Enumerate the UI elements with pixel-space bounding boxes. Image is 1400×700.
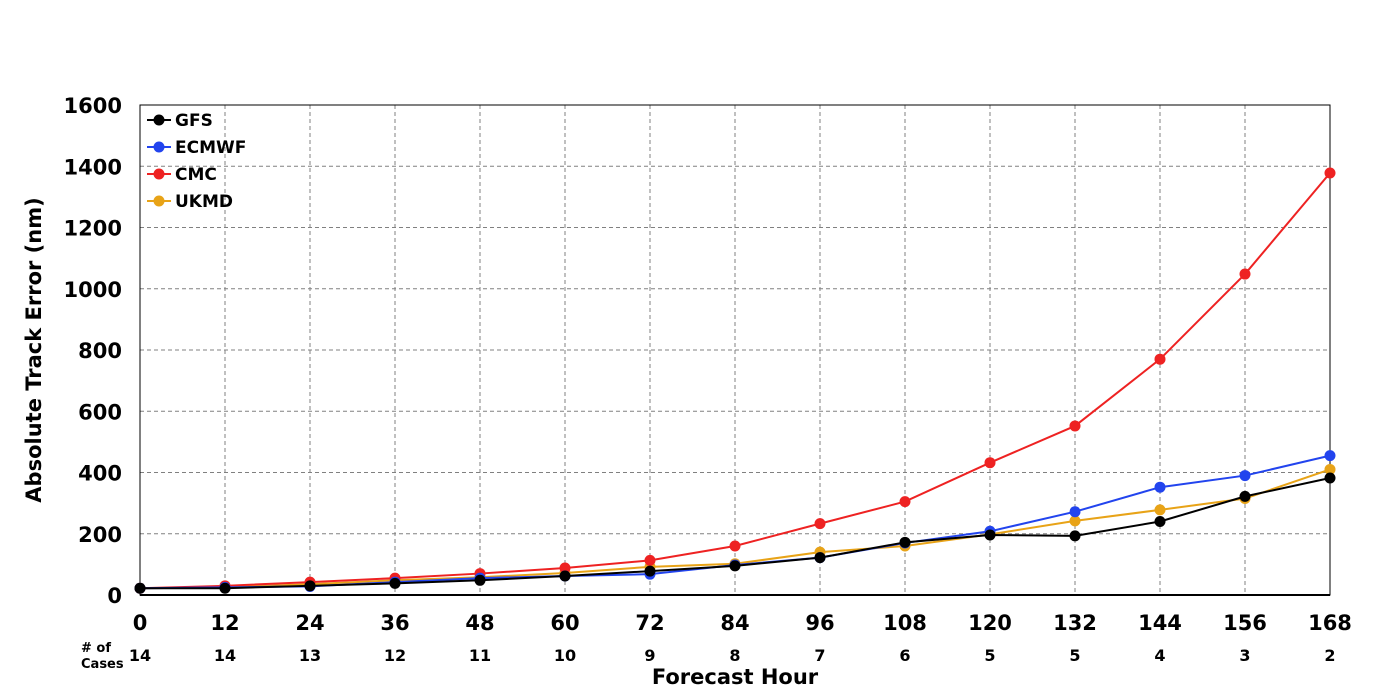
grid-lines bbox=[140, 105, 1330, 595]
case-count: 13 bbox=[299, 646, 321, 665]
data-point-cmc bbox=[1239, 268, 1251, 280]
legend-label: ECMWF bbox=[175, 138, 246, 158]
data-point-cmc bbox=[559, 562, 571, 574]
data-point-gfs bbox=[1154, 516, 1166, 527]
y-tick-label: 600 bbox=[78, 400, 122, 424]
data-point-gfs bbox=[389, 577, 401, 589]
x-tick-label: 0 bbox=[133, 611, 148, 635]
data-point-gfs bbox=[899, 536, 911, 548]
data-point-gfs bbox=[1069, 530, 1081, 542]
x-tick-label: 12 bbox=[210, 611, 239, 635]
data-point-ukmd bbox=[1324, 463, 1336, 475]
data-point-gfs bbox=[984, 529, 996, 541]
data-point-cmc bbox=[644, 554, 656, 566]
data-point-gfs bbox=[474, 574, 486, 586]
case-count: 14 bbox=[214, 646, 236, 665]
legend-swatch-marker bbox=[153, 195, 165, 207]
x-tick-label: 132 bbox=[1053, 611, 1097, 635]
legend-label: CMC bbox=[175, 165, 217, 185]
x-tick-label: 24 bbox=[295, 611, 324, 635]
legend-swatch-marker bbox=[153, 168, 165, 180]
y-tick-label: 1200 bbox=[64, 217, 122, 241]
case-count: 9 bbox=[644, 646, 655, 665]
legend-swatch-marker bbox=[153, 114, 165, 126]
y-tick-label: 1400 bbox=[64, 155, 122, 179]
data-point-ecmwf bbox=[1324, 450, 1336, 462]
legend-item-ukmd: UKMD bbox=[147, 192, 233, 212]
data-point-gfs bbox=[814, 552, 826, 564]
x-tick-label: 84 bbox=[720, 611, 749, 635]
case-count: 10 bbox=[554, 646, 576, 665]
data-point-gfs bbox=[559, 570, 571, 582]
case-count: 7 bbox=[814, 646, 825, 665]
data-point-cmc bbox=[1324, 167, 1336, 179]
case-count: 12 bbox=[384, 646, 406, 665]
data-point-gfs bbox=[644, 565, 656, 577]
data-point-ecmwf bbox=[1239, 470, 1251, 482]
data-point-ecmwf bbox=[1069, 506, 1081, 518]
x-tick-labels: 0 12 24 36 48 60 72 84 96 108 120 132 144 156 168 bbox=[133, 611, 1352, 635]
legend-item-ecmwf: ECMWF bbox=[147, 138, 246, 158]
legend-swatch-marker bbox=[153, 141, 165, 153]
legend-label: UKMD bbox=[175, 192, 233, 212]
y-tick-label: 0 bbox=[107, 584, 122, 608]
case-count: 8 bbox=[729, 646, 740, 665]
y-tick-labels: 0 200 400 600 800 1000 1200 1400 1600 bbox=[64, 94, 122, 608]
cases-label-line2: Cases bbox=[81, 657, 124, 672]
x-tick-label: 36 bbox=[380, 611, 409, 635]
y-tick-label: 800 bbox=[78, 339, 122, 363]
data-point-gfs bbox=[134, 582, 146, 594]
legend-item-gfs: GFS bbox=[147, 111, 213, 131]
case-count: 5 bbox=[1069, 646, 1080, 665]
y-tick-label: 200 bbox=[78, 523, 122, 547]
case-count: 11 bbox=[469, 646, 491, 665]
data-point-cmc bbox=[1154, 353, 1166, 365]
data-point-gfs bbox=[304, 580, 316, 592]
legend-label: GFS bbox=[175, 111, 213, 131]
x-tick-label: 156 bbox=[1223, 611, 1267, 635]
data-point-ukmd bbox=[1154, 504, 1166, 516]
legend-item-cmc: CMC bbox=[147, 165, 217, 185]
legend: GFS ECMWF CMC UKMD bbox=[147, 111, 246, 212]
x-tick-label: 96 bbox=[805, 611, 834, 635]
data-point-gfs bbox=[729, 560, 741, 572]
x-tick-label: 168 bbox=[1308, 611, 1352, 635]
x-tick-label: 60 bbox=[550, 611, 579, 635]
case-count: 3 bbox=[1239, 646, 1250, 665]
x-tick-label: 120 bbox=[968, 611, 1012, 635]
data-point-cmc bbox=[899, 496, 911, 508]
case-count: 5 bbox=[984, 646, 995, 665]
data-point-cmc bbox=[814, 518, 826, 530]
data-point-ukmd bbox=[1069, 515, 1081, 527]
case-count: 2 bbox=[1324, 646, 1335, 665]
x-tick-label: 108 bbox=[883, 611, 927, 635]
y-axis-title: Absolute Track Error (nm) bbox=[22, 197, 46, 502]
data-point-cmc bbox=[1069, 420, 1081, 432]
series-gfs bbox=[134, 472, 1336, 594]
data-point-gfs bbox=[219, 582, 231, 594]
y-tick-label: 1000 bbox=[64, 278, 122, 302]
series-layer bbox=[134, 167, 1336, 594]
y-tick-label: 400 bbox=[78, 462, 122, 486]
cases-label-line1: # of bbox=[81, 641, 111, 656]
data-point-cmc bbox=[984, 457, 996, 469]
y-tick-label: 1600 bbox=[64, 94, 122, 118]
case-count: 14 bbox=[129, 646, 151, 665]
x-axis-title: Forecast Hour bbox=[652, 665, 819, 689]
data-point-ecmwf bbox=[1154, 481, 1166, 493]
x-tick-label: 48 bbox=[465, 611, 494, 635]
x-tick-label: 72 bbox=[635, 611, 664, 635]
data-point-cmc bbox=[729, 540, 741, 552]
case-count-row: 14 14 13 12 11 10 9 8 7 6 5 5 4 3 2 bbox=[129, 646, 1336, 665]
data-point-gfs bbox=[1239, 490, 1251, 502]
case-count: 6 bbox=[899, 646, 910, 665]
x-tick-label: 144 bbox=[1138, 611, 1182, 635]
data-point-gfs bbox=[1324, 472, 1336, 484]
case-count: 4 bbox=[1154, 646, 1165, 665]
